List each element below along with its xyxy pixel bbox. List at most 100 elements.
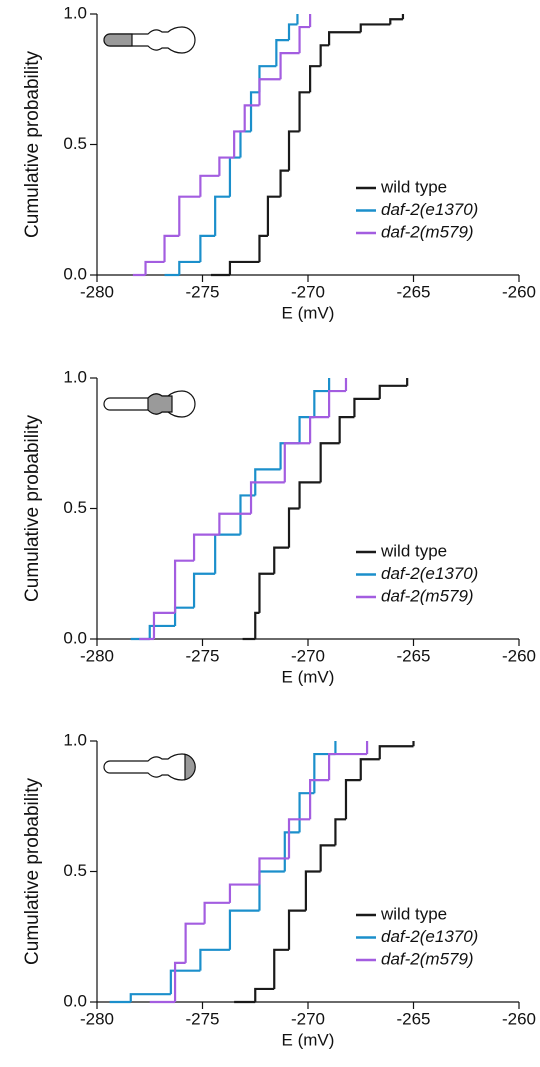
x-tick-label: -260: [502, 646, 536, 665]
cdf-step: [152, 611, 176, 639]
cdf-step: [359, 758, 380, 781]
cdf-step: [218, 156, 235, 176]
cdf-step: [309, 65, 321, 93]
cdf-step: [283, 442, 311, 483]
cdf-step: [239, 130, 252, 158]
cdf-step: [309, 416, 330, 444]
cdf-step: [192, 572, 216, 608]
panel: 0.0 0.5 1.0 -280 -275 -270 -265 -260 E (mV) Cumul…: [22, 367, 536, 686]
cdf-step: [258, 78, 281, 106]
x-tick-label: -280: [80, 282, 114, 301]
legend-label: daf-2(e1370): [381, 564, 478, 583]
legend-label: daf-2(e1370): [381, 927, 478, 946]
cdf-step: [328, 389, 346, 418]
x-axis-label: E (mV): [282, 667, 335, 686]
cdf-step: [173, 606, 195, 626]
cdf-step: [173, 559, 195, 613]
cdf-step: [389, 18, 403, 25]
cdf-step: [148, 624, 176, 639]
cdf-step: [218, 512, 252, 535]
cdf-step: [192, 533, 220, 561]
cdf-step: [214, 533, 241, 574]
cdf-step: [287, 23, 298, 41]
cdf-step: [184, 922, 205, 963]
x-tick-label: -270: [291, 282, 325, 301]
x-tick-label: -270: [291, 1009, 325, 1028]
cdf-step: [173, 961, 186, 1002]
x-tick-label: -280: [80, 646, 114, 665]
cdf-step: [275, 39, 290, 67]
cdf-step: [254, 611, 260, 639]
x-tick-label: -275: [185, 282, 219, 301]
y-tick-label: 1.0: [63, 730, 87, 749]
cdf-step: [266, 195, 281, 236]
cdf-step: [233, 130, 245, 158]
cdf-step: [313, 389, 330, 418]
y-axis-label: Cumulative probability: [22, 778, 43, 965]
cdf-step: [328, 31, 361, 46]
x-tick-label: -270: [291, 646, 325, 665]
cdf-step: [309, 779, 330, 820]
cdf-step: [273, 948, 290, 989]
y-axis-label: Cumulative probability: [22, 415, 43, 602]
x-tick-label: -265: [396, 646, 430, 665]
worm-icon: [103, 26, 196, 54]
cdf-step: [199, 948, 230, 971]
panel: 0.0 0.5 1.0 -280 -275 -270 -265 -260 E (mV) Cumul…: [22, 3, 536, 322]
cdf-step: [298, 416, 315, 444]
cdf-step: [144, 260, 165, 275]
y-tick-label: 0.5: [63, 861, 87, 880]
worm-icon: [103, 753, 196, 781]
cdf-step: [254, 468, 281, 496]
cdf-step: [344, 779, 361, 820]
cdf-step: [287, 130, 300, 171]
cdf-step: [129, 993, 171, 1002]
panel: 0.0 0.5 1.0 -280 -275 -270 -265 -260 E (mV) Cumul…: [22, 730, 536, 1049]
cdf-step: [287, 909, 306, 950]
cdf-step: [313, 752, 336, 794]
cdf-step: [304, 870, 321, 911]
cdf-step: [328, 752, 368, 781]
cdf-step: [169, 969, 201, 995]
cdf-step: [178, 260, 201, 275]
worm-icon: [103, 390, 196, 418]
cdf-step: [279, 442, 300, 470]
cdf-step: [178, 195, 201, 236]
legend-label: wild type: [380, 177, 447, 196]
cdf-step: [228, 260, 260, 275]
cdf-step: [199, 174, 220, 197]
y-tick-label: 0.5: [63, 134, 87, 153]
y-tick-label: 0.0: [63, 264, 87, 283]
cdf-step: [378, 745, 414, 760]
cdf-step: [273, 546, 290, 574]
cdf-step: [287, 818, 311, 859]
cdf-step: [228, 883, 260, 903]
cdf-step: [359, 23, 391, 33]
cdf-step: [334, 818, 346, 846]
cdf-step: [228, 156, 241, 197]
y-tick-label: 1.0: [63, 367, 87, 386]
legend-label: wild type: [380, 904, 447, 923]
cdf-step: [249, 91, 260, 132]
x-tick-label: -260: [502, 282, 536, 301]
cdf-step: [287, 507, 300, 548]
x-axis-label: E (mV): [282, 303, 335, 322]
cdf-step: [239, 494, 256, 535]
legend-label: daf-2(e1370): [381, 200, 478, 219]
legend-label: daf-2(m579): [381, 949, 474, 968]
x-axis-label: E (mV): [282, 1030, 335, 1049]
cdf-step: [279, 52, 300, 80]
cdf-step: [258, 572, 275, 613]
cdf-step: [279, 169, 290, 197]
cdf-step: [319, 442, 340, 483]
cdf-step: [254, 987, 275, 1002]
cdf-step: [258, 857, 290, 885]
cdf-step: [298, 481, 321, 509]
cdf-step: [298, 91, 311, 132]
y-tick-label: 0.0: [63, 628, 87, 647]
cdf-step: [163, 234, 180, 262]
cdf-step: [283, 831, 300, 872]
cdf-step: [338, 416, 355, 444]
cdf-step: [203, 901, 230, 924]
